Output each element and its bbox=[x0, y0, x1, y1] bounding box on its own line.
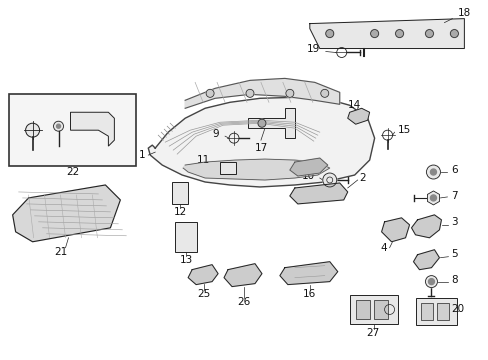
Circle shape bbox=[258, 119, 265, 127]
Polygon shape bbox=[347, 108, 369, 124]
Bar bbox=[9, 94, 136, 166]
Polygon shape bbox=[70, 112, 114, 146]
Bar bbox=[172, 182, 188, 204]
Polygon shape bbox=[289, 183, 347, 204]
Text: 2: 2 bbox=[359, 173, 366, 183]
Text: 22: 22 bbox=[66, 167, 79, 177]
Polygon shape bbox=[289, 158, 327, 176]
Bar bbox=[220, 162, 236, 174]
Polygon shape bbox=[309, 19, 464, 49]
Text: 14: 14 bbox=[347, 100, 361, 110]
Text: 21: 21 bbox=[54, 247, 67, 257]
Circle shape bbox=[370, 30, 378, 37]
Polygon shape bbox=[13, 185, 120, 242]
Bar bbox=[349, 294, 397, 324]
Circle shape bbox=[429, 169, 436, 175]
Polygon shape bbox=[224, 264, 262, 287]
Text: 17: 17 bbox=[254, 143, 267, 153]
Bar bbox=[355, 300, 369, 319]
Circle shape bbox=[427, 279, 433, 285]
Circle shape bbox=[395, 30, 403, 37]
Circle shape bbox=[53, 121, 63, 131]
Circle shape bbox=[425, 276, 437, 288]
Circle shape bbox=[429, 195, 436, 201]
Circle shape bbox=[205, 89, 214, 97]
Text: 8: 8 bbox=[450, 275, 457, 285]
Polygon shape bbox=[427, 191, 439, 205]
Circle shape bbox=[425, 30, 432, 37]
Text: 5: 5 bbox=[450, 249, 457, 259]
Text: 10: 10 bbox=[301, 171, 314, 181]
Text: 13: 13 bbox=[179, 255, 192, 265]
Bar bbox=[437, 302, 448, 320]
Circle shape bbox=[57, 124, 61, 128]
Circle shape bbox=[320, 89, 328, 97]
Text: 16: 16 bbox=[303, 289, 316, 298]
Polygon shape bbox=[183, 159, 329, 180]
Text: 24: 24 bbox=[54, 145, 67, 155]
Polygon shape bbox=[247, 108, 294, 138]
Polygon shape bbox=[411, 215, 441, 238]
Circle shape bbox=[245, 89, 253, 97]
Text: 11: 11 bbox=[197, 155, 210, 165]
Text: 25: 25 bbox=[197, 289, 210, 298]
Text: 20: 20 bbox=[450, 305, 464, 315]
Polygon shape bbox=[279, 262, 337, 285]
Circle shape bbox=[325, 30, 333, 37]
Text: 23: 23 bbox=[26, 145, 39, 155]
Text: 27: 27 bbox=[365, 328, 379, 338]
Text: 26: 26 bbox=[237, 297, 250, 306]
Text: 7: 7 bbox=[450, 191, 457, 201]
Bar bbox=[373, 300, 387, 319]
Polygon shape bbox=[185, 78, 339, 108]
Text: 3: 3 bbox=[450, 217, 457, 227]
Text: 9: 9 bbox=[212, 129, 219, 139]
Bar bbox=[415, 298, 456, 325]
Text: 4: 4 bbox=[380, 243, 386, 253]
Circle shape bbox=[285, 89, 293, 97]
Circle shape bbox=[449, 30, 457, 37]
Circle shape bbox=[25, 123, 40, 137]
Text: 15: 15 bbox=[397, 125, 410, 135]
Bar bbox=[421, 302, 432, 320]
Text: 1: 1 bbox=[139, 150, 145, 160]
Polygon shape bbox=[148, 97, 374, 187]
Circle shape bbox=[322, 173, 336, 187]
Bar bbox=[175, 222, 197, 252]
Text: 18: 18 bbox=[456, 8, 469, 18]
Text: 12: 12 bbox=[173, 207, 186, 217]
Text: 19: 19 bbox=[306, 44, 319, 54]
Text: 6: 6 bbox=[450, 165, 457, 175]
Polygon shape bbox=[188, 265, 218, 285]
Circle shape bbox=[426, 165, 440, 179]
Polygon shape bbox=[413, 250, 439, 270]
Polygon shape bbox=[381, 218, 408, 242]
